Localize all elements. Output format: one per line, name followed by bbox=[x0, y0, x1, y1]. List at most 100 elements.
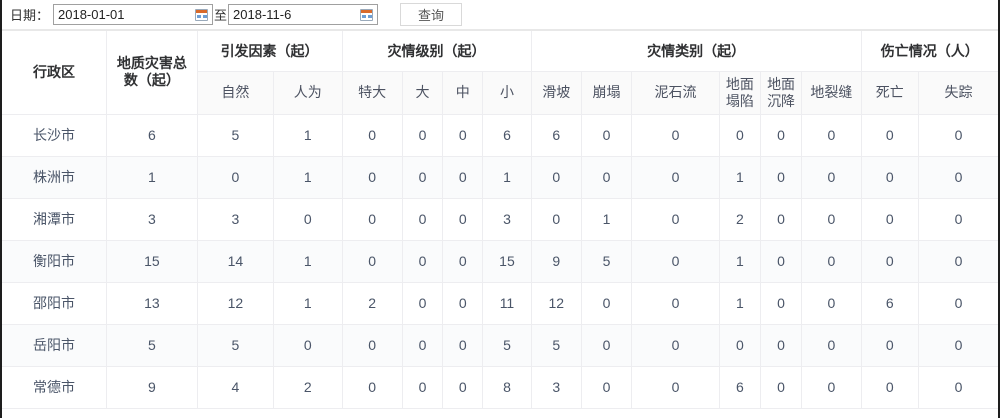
cell-human: 0 bbox=[273, 198, 343, 241]
cell-missing: 0 bbox=[918, 198, 998, 241]
table-row[interactable]: 湘潭市 3 3 0 0 0 0 3 0 1 0 2 0 0 0 0 bbox=[2, 198, 998, 241]
cell-debris-flow: 0 bbox=[631, 198, 720, 241]
cell-ground-collapse: 6 bbox=[719, 366, 761, 409]
date-range-separator: 至 bbox=[214, 8, 228, 23]
cell-fissure: 0 bbox=[801, 282, 862, 325]
table-row[interactable]: 岳阳市 5 5 0 0 0 0 5 5 0 0 0 0 0 0 0 bbox=[2, 324, 998, 367]
table-head: 行政区 地质灾害总 数（起） 引发因素（起） 灾情级别（起） 灾情类别（起） 伤… bbox=[2, 31, 998, 115]
col-group-level: 灾情级别（起） bbox=[342, 31, 532, 72]
cell-small: 8 bbox=[482, 366, 532, 409]
cell-landslide: 0 bbox=[531, 198, 582, 241]
cell-large: 0 bbox=[402, 114, 444, 157]
cell-extra-large: 0 bbox=[342, 198, 403, 241]
cell-natural: 14 bbox=[197, 240, 275, 283]
col-human: 人为 bbox=[273, 71, 343, 115]
cell-ground-collapse: 1 bbox=[719, 240, 761, 283]
cell-ground-collapse: 2 bbox=[719, 198, 761, 241]
col-fissure: 地裂缝 bbox=[801, 71, 862, 115]
cell-extra-large: 0 bbox=[342, 114, 403, 157]
cell-debris-flow: 0 bbox=[631, 366, 720, 409]
cell-total: 13 bbox=[106, 282, 198, 325]
table-row[interactable]: 长沙市 6 5 1 0 0 0 6 6 0 0 0 0 0 0 0 bbox=[2, 114, 998, 157]
cell-total: 1 bbox=[106, 156, 198, 199]
cell-debris-flow: 0 bbox=[631, 324, 720, 367]
cell-medium: 0 bbox=[442, 282, 484, 325]
cell-total: 5 bbox=[106, 324, 198, 367]
cell-human: 2 bbox=[273, 366, 343, 409]
col-small: 小 bbox=[482, 71, 532, 115]
cell-small: 11 bbox=[482, 282, 532, 325]
cell-fissure: 0 bbox=[801, 198, 862, 241]
calendar-icon[interactable] bbox=[195, 8, 209, 21]
col-collapse: 崩塌 bbox=[581, 71, 633, 115]
table-sub-header-row: 自然 人为 特大 大 中 小 滑坡 崩塌 泥石流 地面 塌陷 地面 沉降 bbox=[2, 71, 998, 115]
cell-deaths: 0 bbox=[861, 324, 919, 367]
cell-debris-flow: 0 bbox=[631, 114, 720, 157]
cell-small: 6 bbox=[482, 114, 532, 157]
cell-subsidence: 0 bbox=[760, 240, 803, 283]
cell-collapse: 0 bbox=[581, 366, 633, 409]
cell-ground-collapse: 0 bbox=[719, 324, 761, 367]
col-large: 大 bbox=[402, 71, 444, 115]
cell-natural: 4 bbox=[197, 366, 275, 409]
cell-region: 长沙市 bbox=[2, 114, 108, 157]
cell-missing: 0 bbox=[918, 240, 998, 283]
col-natural: 自然 bbox=[197, 71, 275, 115]
cell-missing: 0 bbox=[918, 366, 998, 409]
cell-human: 1 bbox=[273, 240, 343, 283]
cell-fissure: 0 bbox=[801, 240, 862, 283]
cell-collapse: 0 bbox=[581, 156, 633, 199]
cell-collapse: 5 bbox=[581, 240, 633, 283]
cell-large: 0 bbox=[402, 282, 444, 325]
table-row[interactable]: 邵阳市 13 12 1 2 0 0 11 12 0 0 1 0 0 6 0 bbox=[2, 282, 998, 325]
cell-natural: 5 bbox=[197, 324, 275, 367]
table-row[interactable]: 常德市 9 4 2 0 0 0 8 3 0 0 6 0 0 0 0 bbox=[2, 366, 998, 409]
start-date-field[interactable]: 2018-01-01 bbox=[53, 4, 214, 25]
cell-debris-flow: 0 bbox=[631, 240, 720, 283]
data-table-container: 行政区 地质灾害总 数（起） 引发因素（起） 灾情级别（起） 灾情类别（起） 伤… bbox=[2, 30, 998, 409]
end-date-value[interactable]: 2018-11-6 bbox=[233, 7, 292, 22]
cell-human: 1 bbox=[273, 156, 343, 199]
cell-missing: 0 bbox=[918, 114, 998, 157]
end-date-field[interactable]: 2018-11-6 bbox=[228, 4, 379, 25]
cell-extra-large: 0 bbox=[342, 366, 403, 409]
cell-fissure: 0 bbox=[801, 156, 862, 199]
cell-total: 6 bbox=[106, 114, 198, 157]
cell-small: 3 bbox=[482, 198, 532, 241]
col-debris-flow: 泥石流 bbox=[631, 71, 720, 115]
cell-region: 株洲市 bbox=[2, 156, 108, 199]
cell-debris-flow: 0 bbox=[631, 156, 720, 199]
cell-landslide: 12 bbox=[531, 282, 582, 325]
cell-total: 15 bbox=[106, 240, 198, 283]
start-date-value[interactable]: 2018-01-01 bbox=[58, 7, 125, 22]
cell-ground-collapse: 0 bbox=[719, 114, 761, 157]
cell-subsidence: 0 bbox=[760, 324, 803, 367]
cell-extra-large: 0 bbox=[342, 240, 403, 283]
calendar-icon[interactable] bbox=[360, 8, 374, 21]
col-deaths: 死亡 bbox=[861, 71, 919, 115]
col-group-type: 灾情类别（起） bbox=[531, 31, 862, 72]
cell-natural: 3 bbox=[197, 198, 275, 241]
table-body: 长沙市 6 5 1 0 0 0 6 6 0 0 0 0 0 0 0 株洲市 1 0 1 0 0 0 1 0 0 0 1 0 0 0 0 湘潭市 3… bbox=[2, 114, 998, 409]
cell-medium: 0 bbox=[442, 324, 484, 367]
cell-subsidence: 0 bbox=[760, 282, 803, 325]
cell-collapse: 0 bbox=[581, 114, 633, 157]
col-subsidence: 地面 沉降 bbox=[760, 71, 803, 115]
cell-collapse: 1 bbox=[581, 198, 633, 241]
cell-region: 衡阳市 bbox=[2, 240, 108, 283]
cell-fissure: 0 bbox=[801, 324, 862, 367]
table-row[interactable]: 衡阳市 15 14 1 0 0 0 15 9 5 0 1 0 0 0 0 bbox=[2, 240, 998, 283]
cell-collapse: 0 bbox=[581, 282, 633, 325]
cell-large: 0 bbox=[402, 324, 444, 367]
cell-ground-collapse: 1 bbox=[719, 282, 761, 325]
cell-deaths: 0 bbox=[861, 156, 919, 199]
cell-large: 0 bbox=[402, 198, 444, 241]
col-group-casualty: 伤亡情况（人） bbox=[861, 31, 998, 72]
cell-deaths: 0 bbox=[861, 240, 919, 283]
table-row[interactable]: 株洲市 1 0 1 0 0 0 1 0 0 0 1 0 0 0 0 bbox=[2, 156, 998, 199]
query-button[interactable]: 查询 bbox=[400, 3, 463, 26]
cell-medium: 0 bbox=[442, 156, 484, 199]
cell-human: 0 bbox=[273, 324, 343, 367]
cell-region: 邵阳市 bbox=[2, 282, 108, 325]
